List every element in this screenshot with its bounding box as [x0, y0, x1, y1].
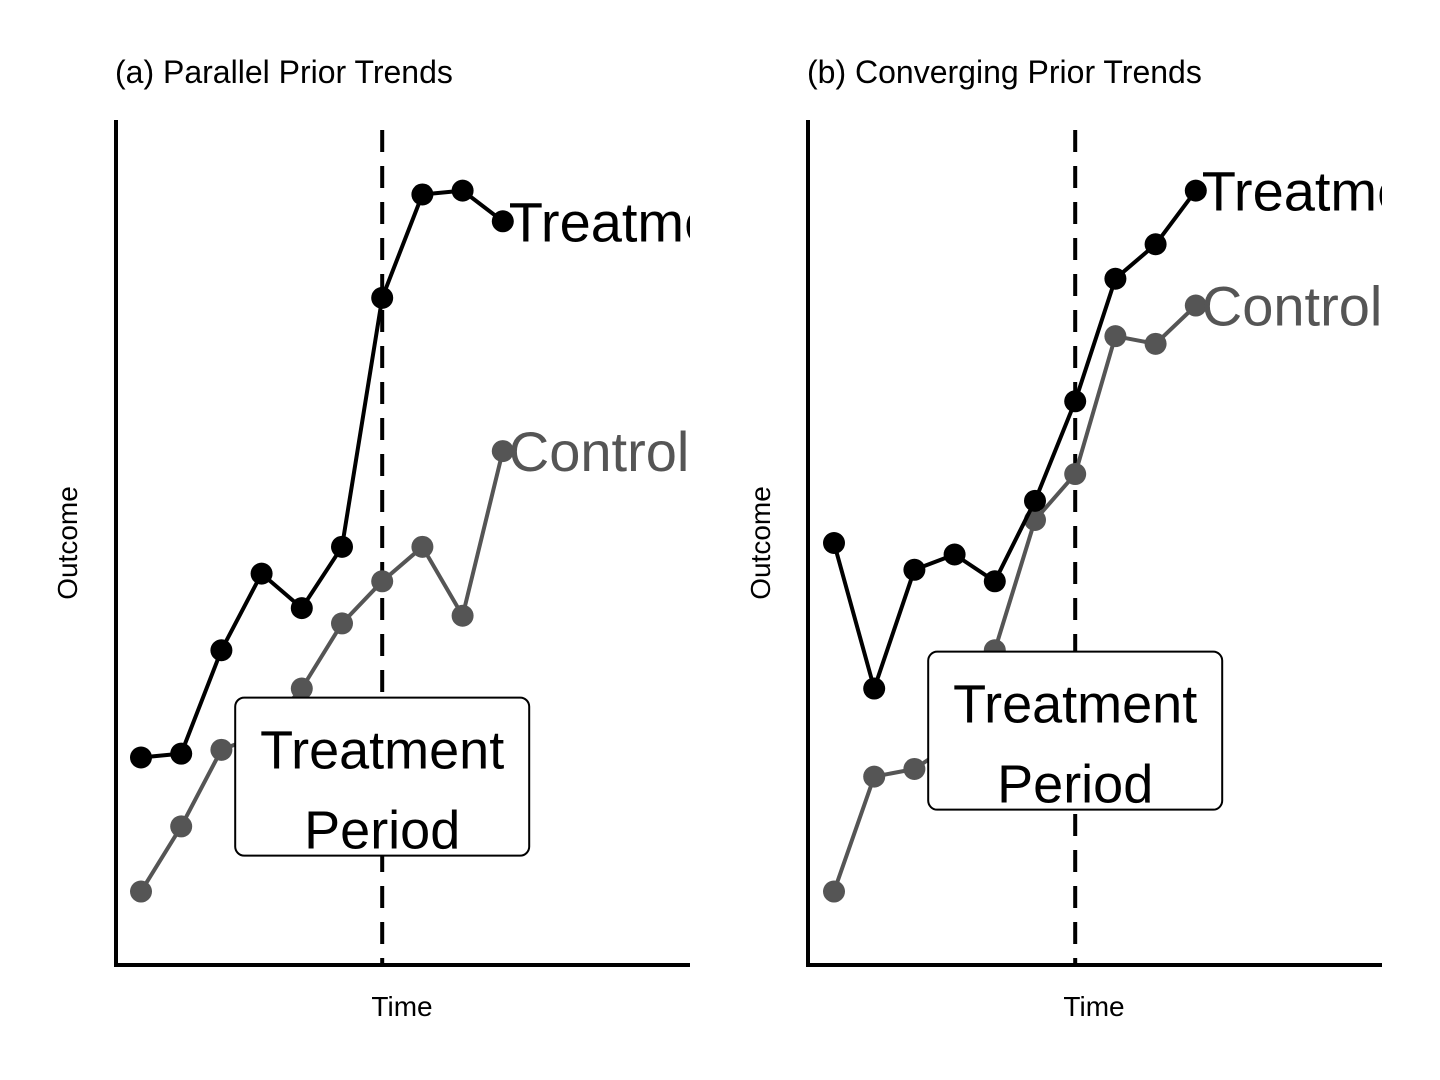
- panel-a-treatment-series-label: Treatment: [509, 190, 763, 253]
- panel-a-plot-area: Control Treatment Treatment Period: [130, 130, 763, 963]
- panel-b-treatment-line: [832, 189, 1198, 691]
- panel-a: (a) Parallel Prior Trends Outcome Time C…: [52, 54, 763, 1022]
- panel-a-treatment-period-box: [234, 696, 531, 857]
- panel-a-control-point: [210, 738, 233, 761]
- panel-a-treatment-point: [210, 639, 233, 662]
- panel-b-control-line: [832, 304, 1198, 893]
- panel-a-control-line: [139, 450, 505, 893]
- panel-b: (b) Converging Prior Trends Outcome Time…: [745, 54, 1440, 1022]
- panel-a-treatment-point: [130, 746, 152, 769]
- panel-b-treatment-period-label-line2: Period: [997, 755, 1153, 815]
- panel-b-y-axis-label: Outcome: [745, 486, 776, 600]
- panel-b-treatment-point: [943, 543, 966, 566]
- panel-a-treatment-period-label-line1: Treatment: [260, 721, 504, 781]
- panel-a-treatment-point: [170, 742, 193, 765]
- panel-b-control-point: [1104, 325, 1127, 348]
- panel-b-control-point: [1184, 294, 1207, 317]
- panel-a-treatment-point: [250, 562, 273, 585]
- panel-a-control-point: [170, 815, 193, 838]
- panel-a-control-point: [371, 570, 394, 593]
- panel-b-treatment-point: [903, 558, 926, 581]
- panel-a-y-axis-label: Outcome: [52, 486, 83, 600]
- panel-b-title: (b) Converging Prior Trends: [807, 54, 1202, 90]
- panel-a-treatment-point: [371, 286, 394, 309]
- panel-b-treatment-point: [863, 677, 886, 700]
- panel-b-treatment-point: [1184, 179, 1207, 202]
- panel-a-control-point: [451, 604, 474, 627]
- panel-b-control-point: [863, 765, 886, 788]
- panel-b-treatment-point: [1024, 489, 1046, 512]
- panel-a-x-axis-label: Time: [371, 991, 432, 1022]
- panel-a-control-point: [491, 440, 514, 463]
- panel-b-treatment-period-label-line1: Treatment: [953, 675, 1197, 735]
- panel-a-treatment-point: [411, 183, 434, 206]
- panel-b-treatment-point: [1104, 267, 1127, 290]
- panel-b-plot-area: Control Treatment Treatment Period: [823, 130, 1440, 963]
- panel-a-control-point: [331, 612, 353, 635]
- panel-b-treatment-point: [823, 532, 845, 554]
- panel-a-treatment-point: [451, 179, 474, 202]
- panel-a-treatment-point: [331, 535, 353, 558]
- panel-a-treatment-period-label-line2: Period: [304, 801, 460, 861]
- panel-a-control-series-label: Control: [509, 420, 690, 483]
- panel-b-treatment-point: [983, 570, 1006, 593]
- panel-a-control-point: [411, 535, 434, 558]
- panel-b-control-point: [823, 880, 845, 903]
- panel-a-title: (a) Parallel Prior Trends: [115, 54, 453, 90]
- panel-a-control-point: [130, 880, 152, 903]
- panel-b-treatment-period-box: [927, 650, 1224, 811]
- panel-b-control-point: [1144, 332, 1167, 355]
- panel-b-control-series-label: Control: [1202, 275, 1383, 338]
- panel-a-control-point: [290, 677, 313, 700]
- panel-a-treatment-point: [491, 210, 514, 233]
- panel-b-treatment-point: [1064, 390, 1087, 413]
- panel-b-control-point: [903, 757, 926, 780]
- panel-a-treatment-point: [290, 597, 313, 620]
- panel-b-treatment-point: [1144, 233, 1167, 256]
- panel-b-x-axis-label: Time: [1063, 991, 1124, 1022]
- panel-a-treatment-line: [140, 188, 505, 760]
- panel-b-control-point: [1064, 463, 1087, 486]
- panel-b-treatment-series-label: Treatment: [1202, 160, 1440, 223]
